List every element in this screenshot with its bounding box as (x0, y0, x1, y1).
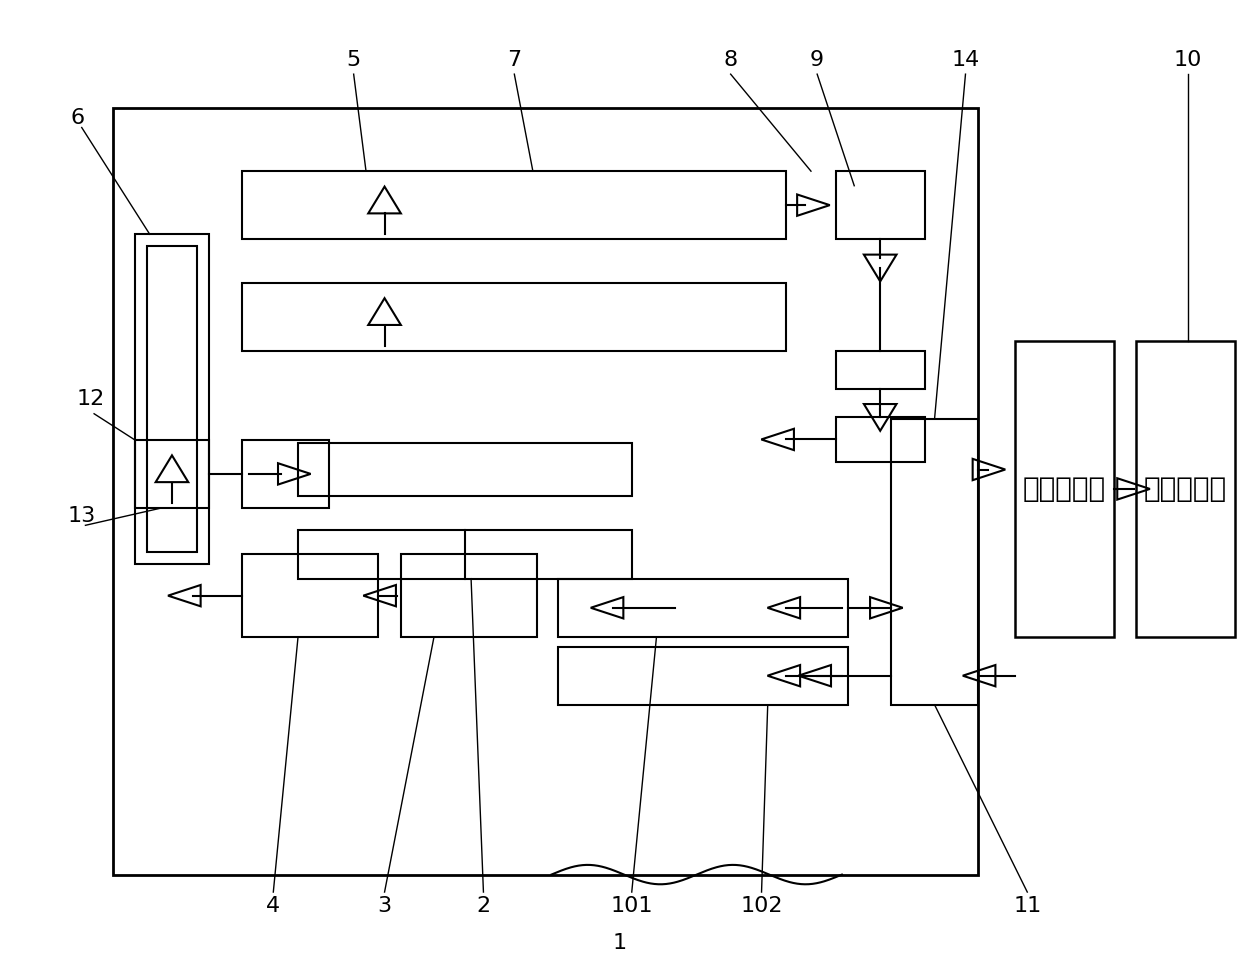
Text: 上料输送线: 上料输送线 (1023, 475, 1106, 503)
Bar (135, 440, 210, 508)
Bar (1136, 341, 1235, 637)
Text: 8: 8 (724, 50, 738, 70)
Bar (1014, 341, 1114, 637)
Bar (242, 440, 329, 508)
Text: 1: 1 (613, 932, 626, 953)
Bar (242, 555, 378, 637)
Text: 4: 4 (267, 895, 280, 916)
Text: 下料输送线: 下料输送线 (1145, 475, 1228, 503)
Bar (558, 647, 848, 704)
Text: 6: 6 (71, 108, 86, 127)
Text: 2: 2 (476, 895, 491, 916)
Text: 10: 10 (1174, 50, 1202, 70)
Text: 101: 101 (610, 895, 653, 916)
Bar (892, 418, 978, 704)
Bar (298, 443, 631, 496)
Bar (836, 350, 925, 389)
Text: 12: 12 (76, 389, 104, 410)
Text: 11: 11 (1013, 895, 1042, 916)
Text: 9: 9 (810, 50, 825, 70)
Bar (558, 579, 848, 637)
Bar (836, 171, 925, 239)
Bar (242, 283, 786, 350)
Bar (401, 555, 537, 637)
Bar (135, 234, 210, 564)
Bar (836, 416, 925, 462)
Text: 13: 13 (68, 506, 95, 525)
Bar (113, 108, 978, 875)
Text: 14: 14 (951, 50, 980, 70)
Text: 7: 7 (507, 50, 521, 70)
Text: 5: 5 (346, 50, 361, 70)
Bar (242, 171, 786, 239)
Text: 102: 102 (740, 895, 782, 916)
Bar (298, 530, 631, 579)
Bar (148, 246, 197, 553)
Text: 3: 3 (377, 895, 392, 916)
